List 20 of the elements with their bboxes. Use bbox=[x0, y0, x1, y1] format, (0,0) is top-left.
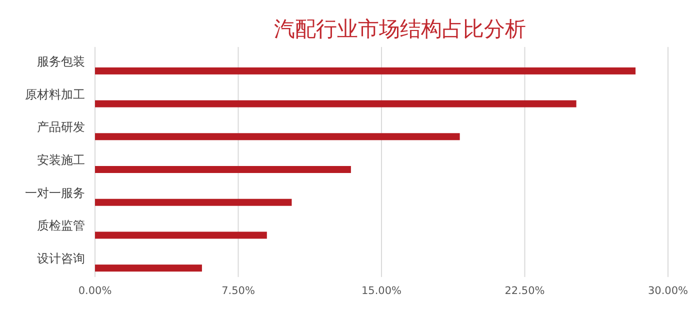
bar bbox=[95, 198, 292, 206]
bar bbox=[95, 264, 202, 272]
y-tick-label: 服务包装 bbox=[37, 54, 85, 68]
x-tick-label: 15.00% bbox=[361, 285, 402, 297]
y-tick-label: 一对一服务 bbox=[25, 186, 85, 200]
y-tick-label: 设计咨询 bbox=[37, 252, 85, 266]
y-tick-label: 质检监管 bbox=[37, 218, 85, 233]
chart-title: 汽配行业市场结构占比分析 bbox=[274, 17, 526, 41]
x-tick-label: 22.50% bbox=[504, 285, 545, 297]
bar bbox=[95, 232, 267, 239]
bar bbox=[95, 100, 576, 108]
bar bbox=[95, 166, 351, 173]
y-tick-label: 安装施工 bbox=[37, 153, 85, 167]
x-tick-label: 7.50% bbox=[222, 285, 255, 297]
y-tick-label: 原材料加工 bbox=[25, 87, 85, 102]
x-tick-label: 0.00% bbox=[78, 285, 112, 297]
bar bbox=[95, 67, 636, 74]
y-tick-label: 产品研发 bbox=[37, 120, 85, 134]
x-tick-label: 30.00% bbox=[648, 285, 688, 297]
bar bbox=[95, 133, 460, 140]
